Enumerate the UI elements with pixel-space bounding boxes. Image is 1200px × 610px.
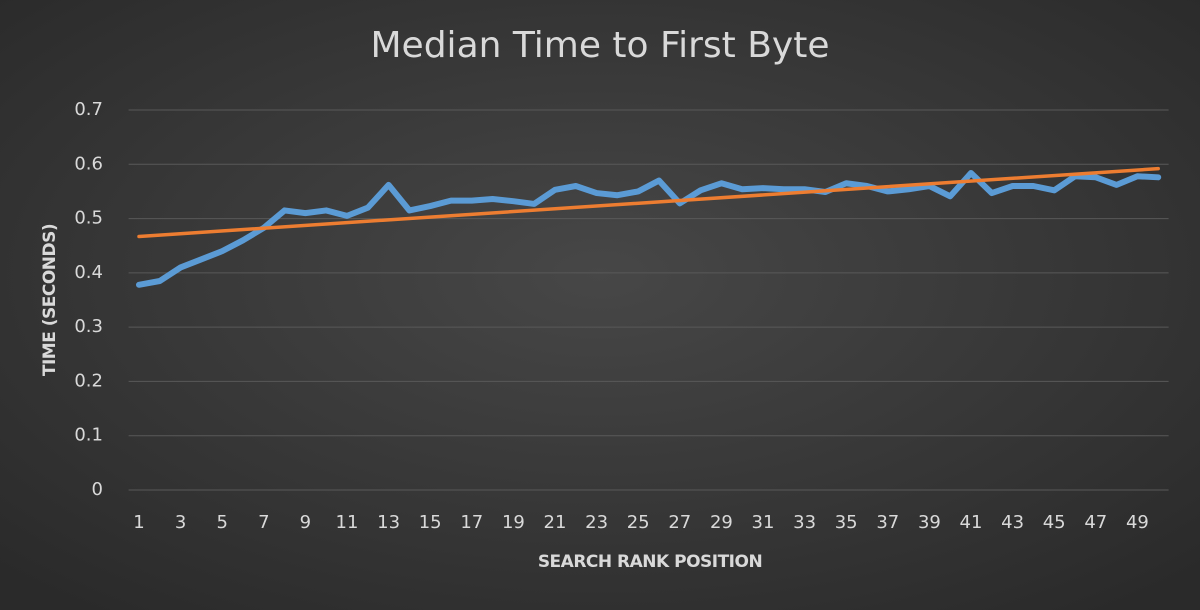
x-tick-label: 23 (585, 512, 608, 533)
x-tick-label: 47 (1084, 512, 1107, 533)
y-tick-label: 0.3 (74, 316, 103, 337)
y-tick-label: 0.5 (74, 208, 103, 229)
x-tick-label: 31 (752, 512, 775, 533)
x-tick-label: 3 (175, 512, 186, 533)
x-tick-label: 1 (133, 512, 144, 533)
x-tick-label: 43 (1001, 512, 1024, 533)
x-tick-label: 13 (377, 512, 400, 533)
y-tick-label: 0.2 (74, 370, 103, 391)
y-tick-label: 0.1 (74, 425, 103, 446)
x-tick-label: 35 (835, 512, 858, 533)
x-tick-label: 5 (216, 512, 227, 533)
y-tick-label: 0.7 (74, 99, 103, 120)
chart-title: Median Time to First Byte (371, 25, 830, 66)
x-tick-label: 37 (876, 512, 899, 533)
trendline (137, 166, 1160, 239)
data-line (136, 169, 1162, 288)
x-tick-label: 7 (258, 512, 269, 533)
x-tick-label: 15 (419, 512, 442, 533)
x-axis-title: SEARCH RANK POSITION (538, 552, 762, 572)
x-tick-label: 9 (300, 512, 311, 533)
x-tick-label: 45 (1043, 512, 1066, 533)
x-tick-label: 11 (336, 512, 359, 533)
y-tick-label: 0.6 (74, 153, 103, 174)
x-tick-label: 21 (544, 512, 567, 533)
x-tick-label: 17 (460, 512, 483, 533)
x-tick-label: 41 (960, 512, 983, 533)
y-axis-title: TIME (SECONDS) (40, 224, 60, 376)
y-tick-label: 0.4 (74, 262, 103, 283)
x-tick-label: 27 (668, 512, 691, 533)
x-tick-label: 29 (710, 512, 733, 533)
x-tick-label: 39 (918, 512, 941, 533)
x-tick-label: 49 (1126, 512, 1149, 533)
x-tick-label: 25 (627, 512, 650, 533)
x-tick-label: 19 (502, 512, 525, 533)
y-tick-label: 0 (92, 479, 103, 500)
x-tick-label: 33 (793, 512, 816, 533)
